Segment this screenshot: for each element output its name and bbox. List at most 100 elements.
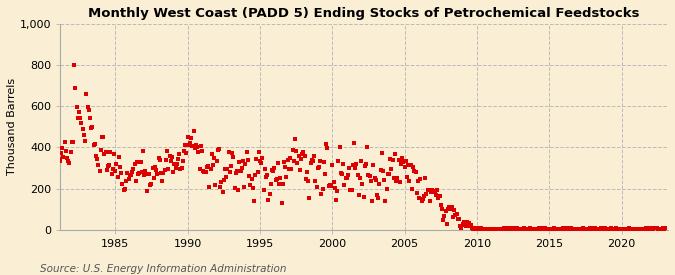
Point — [204, 185, 215, 189]
Point — [240, 162, 251, 166]
Point — [572, 227, 583, 232]
Point — [478, 227, 489, 232]
Point — [170, 166, 181, 170]
Point — [522, 227, 533, 232]
Point — [474, 226, 485, 231]
Point — [616, 227, 627, 232]
Point — [441, 221, 452, 226]
Point — [644, 226, 655, 230]
Point — [394, 158, 404, 163]
Point — [274, 182, 285, 186]
Point — [586, 227, 597, 232]
Point — [642, 227, 653, 232]
Point — [502, 226, 512, 231]
Point — [615, 227, 626, 232]
Point — [574, 227, 585, 232]
Point — [619, 227, 630, 232]
Point — [198, 169, 209, 174]
Point — [298, 150, 308, 154]
Point — [460, 222, 470, 227]
Point — [230, 171, 241, 175]
Point — [239, 185, 250, 189]
Point — [65, 150, 76, 155]
Point — [506, 226, 516, 231]
Point — [158, 171, 169, 175]
Point — [165, 158, 176, 163]
Point — [104, 163, 115, 167]
Point — [515, 226, 526, 231]
Point — [87, 125, 98, 129]
Point — [470, 226, 481, 231]
Point — [233, 188, 244, 192]
Point — [539, 226, 550, 230]
Point — [645, 226, 656, 230]
Point — [112, 175, 123, 179]
Point — [632, 227, 643, 231]
Point — [319, 160, 329, 164]
Point — [351, 162, 362, 167]
Point — [363, 172, 374, 177]
Point — [389, 152, 400, 157]
Point — [331, 189, 342, 193]
Point — [306, 158, 317, 163]
Point — [497, 226, 508, 231]
Point — [444, 205, 455, 209]
Point — [337, 172, 348, 176]
Point — [358, 194, 369, 199]
Point — [379, 178, 389, 182]
Point — [320, 172, 331, 176]
Point — [244, 174, 254, 178]
Point — [651, 226, 662, 230]
Point — [109, 152, 119, 156]
Point — [408, 165, 418, 169]
Point — [639, 227, 650, 232]
Point — [232, 169, 242, 174]
Point — [302, 169, 313, 174]
Point — [656, 227, 667, 231]
Point — [348, 163, 358, 167]
Point — [202, 164, 213, 169]
Point — [69, 62, 80, 67]
Point — [438, 218, 449, 223]
Point — [464, 224, 475, 229]
Point — [219, 167, 230, 172]
Point — [541, 227, 551, 232]
Point — [428, 189, 439, 193]
Point — [477, 227, 487, 231]
Point — [196, 149, 207, 154]
Point — [503, 226, 514, 231]
Point — [95, 148, 106, 152]
Point — [622, 227, 633, 232]
Point — [533, 226, 544, 230]
Point — [451, 212, 462, 216]
Point — [72, 105, 82, 109]
Point — [583, 227, 593, 231]
Point — [64, 161, 75, 165]
Point — [595, 227, 605, 232]
Point — [450, 212, 461, 217]
Point — [106, 172, 117, 176]
Point — [576, 227, 587, 232]
Point — [425, 199, 435, 203]
Point — [510, 227, 521, 232]
Point — [103, 164, 113, 168]
Point — [603, 227, 614, 232]
Point — [68, 140, 78, 145]
Point — [167, 170, 178, 174]
Point — [117, 182, 128, 187]
Point — [89, 142, 100, 146]
Point — [508, 226, 518, 231]
Point — [186, 136, 196, 140]
Point — [604, 226, 615, 231]
Point — [77, 127, 88, 131]
Point — [605, 226, 616, 230]
Point — [317, 186, 328, 191]
Point — [304, 196, 315, 200]
Point — [420, 176, 431, 181]
Point — [262, 173, 273, 177]
Point — [411, 191, 422, 196]
Point — [224, 169, 235, 174]
Point — [329, 186, 340, 190]
Point — [498, 226, 509, 230]
Point — [194, 167, 205, 171]
